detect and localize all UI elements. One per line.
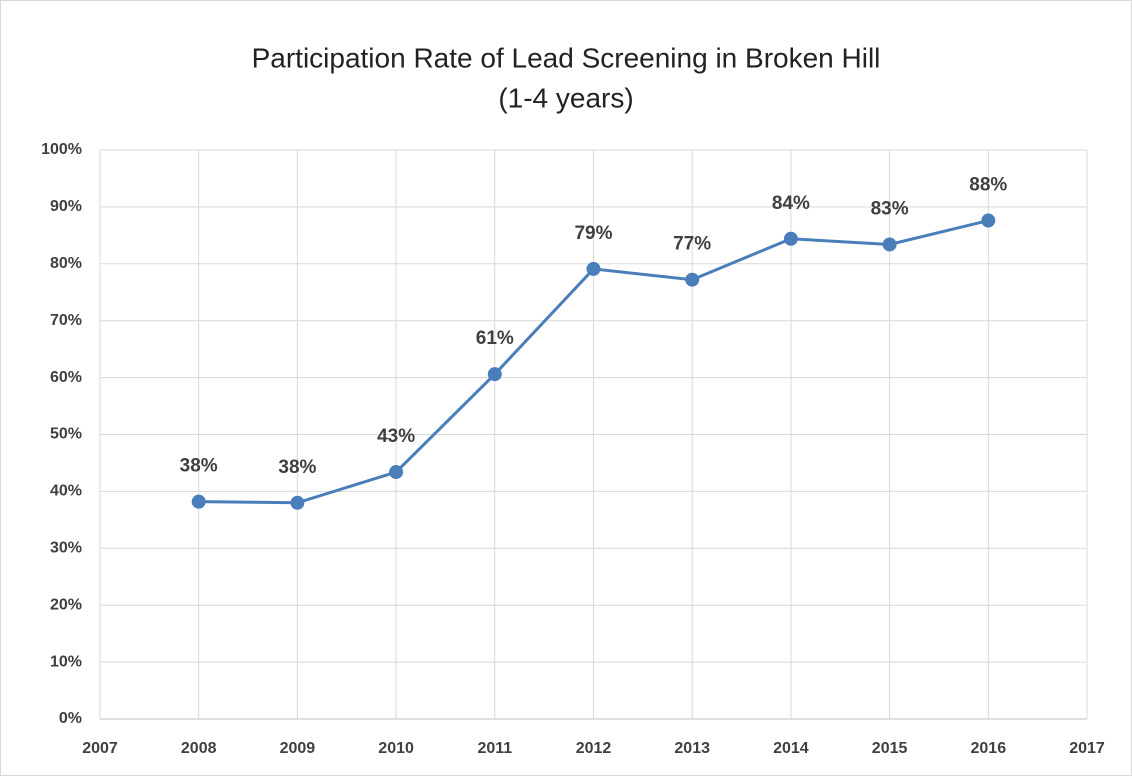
data-label: 38% — [278, 457, 316, 478]
data-label: 88% — [969, 175, 1007, 196]
y-tick-label: 0% — [59, 710, 82, 727]
data-point — [783, 231, 798, 246]
y-tick-label: 10% — [50, 653, 82, 670]
x-tick-label: 2011 — [477, 740, 512, 757]
x-tick-label: 2017 — [1069, 740, 1105, 757]
data-label: 38% — [180, 456, 218, 477]
y-tick-label: 80% — [50, 255, 82, 272]
data-label: 77% — [673, 234, 711, 255]
x-tick-label: 2010 — [378, 740, 414, 757]
data-point — [191, 494, 206, 509]
data-label: 79% — [574, 223, 612, 244]
data-point — [981, 213, 996, 228]
data-point — [290, 495, 305, 510]
y-tick-label: 50% — [50, 426, 82, 443]
x-tick-label: 2012 — [576, 740, 612, 757]
x-tick-label: 2015 — [872, 740, 908, 757]
chart-title: Participation Rate of Lead Screening in … — [252, 42, 881, 73]
data-point — [487, 367, 502, 382]
chart-subtitle: (1-4 years) — [498, 82, 633, 113]
y-tick-label: 70% — [50, 312, 82, 329]
x-tick-label: 2013 — [674, 740, 710, 757]
y-tick-label: 60% — [50, 369, 82, 386]
data-point — [586, 261, 601, 276]
x-tick-label: 2016 — [971, 740, 1007, 757]
x-tick-label: 2008 — [181, 740, 217, 757]
y-tick-label: 100% — [41, 141, 82, 158]
data-label: 84% — [772, 193, 810, 214]
data-point — [882, 237, 897, 252]
x-tick-label: 2009 — [280, 740, 316, 757]
y-tick-label: 30% — [50, 540, 82, 557]
y-tick-label: 40% — [50, 483, 82, 500]
x-tick-label: 2007 — [82, 740, 118, 757]
y-tick-label: 90% — [50, 198, 82, 215]
x-tick-label: 2014 — [773, 740, 809, 757]
data-label: 83% — [871, 198, 909, 219]
data-label: 61% — [476, 328, 514, 349]
data-point — [685, 272, 700, 287]
data-point — [389, 465, 404, 480]
data-label: 43% — [377, 426, 415, 447]
y-tick-label: 20% — [50, 596, 82, 613]
